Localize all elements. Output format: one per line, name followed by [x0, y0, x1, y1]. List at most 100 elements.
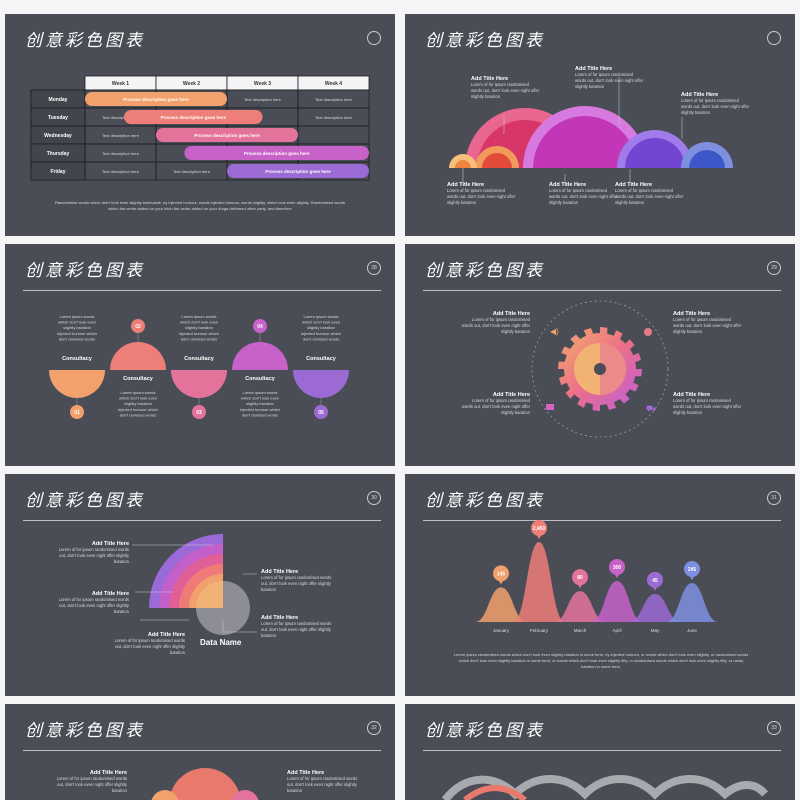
callout-5: Add Title Here Lorem of for ipsum randomi…: [261, 615, 332, 638]
process-label: Process description goes here: [194, 133, 260, 138]
slide-number: 33: [767, 721, 781, 735]
text-cell: Text description here: [102, 115, 140, 120]
value-label: 80: [577, 575, 583, 581]
slide-footer: Randomised words which don't look even s…: [54, 200, 346, 211]
center-label: Data Name: [200, 638, 242, 647]
area-chart: 145 January 2,450 February 80 March 300 April 45…: [475, 520, 718, 633]
value-bubble: [684, 561, 700, 578]
step-number: 03: [196, 410, 202, 416]
value-label: 145: [497, 571, 506, 577]
slide-consultacy-process[interactable]: 创意彩色图表 28 Consultacy 01 Lorem ipsum words w…: [5, 244, 395, 466]
callout-1: Add Title Here Lorem of for ipsum randomi…: [58, 541, 129, 564]
process-step: [232, 342, 288, 370]
slide-cloud-chart[interactable]: 创意彩色图表 32 Add Title Here Lorem of for ips…: [5, 704, 395, 800]
slide-wave-chart[interactable]: 创意彩色图表 33: [405, 704, 795, 800]
step-label: Consultacy: [245, 376, 276, 382]
weekly-table: Week 1 Week 2 Week 3 Week 4 Monday Tuesday Wed…: [30, 75, 370, 181]
process-bar: [124, 110, 263, 124]
process-bar: [156, 128, 298, 142]
day-label: Monday: [49, 97, 68, 103]
title-divider: [23, 520, 381, 521]
speaker-icon: ◀): [550, 327, 559, 336]
callout-tl: Add Title Here Lorem of for ipsum randomi…: [461, 311, 530, 334]
month-label: March: [574, 628, 587, 633]
slide-number: 28: [367, 261, 381, 275]
callout-2: Add Title Here Lorem of for ipsum randomi…: [287, 770, 358, 793]
pie-icon: [644, 328, 652, 336]
callout-2: Add Title Here Lorem of for ipsum randomi…: [58, 591, 129, 614]
day-label: Thursday: [47, 151, 70, 157]
process-label: Process description goes here: [265, 169, 331, 174]
area-peak: [591, 581, 643, 622]
bubble-chart: [405, 77, 795, 236]
step-number: 02: [135, 324, 141, 330]
title-divider: [23, 290, 381, 291]
step-number-badge: [192, 405, 206, 419]
step-description: injected humour which: [57, 331, 97, 336]
chat-icon: [546, 404, 554, 410]
callout-2: Add Title Here Lorem of for ipsum randomi…: [575, 66, 644, 89]
week-header: Week 2: [183, 81, 200, 87]
step-description: Lorem ipsum words: [243, 390, 278, 395]
step-description: Lorem ipsum words: [182, 314, 217, 319]
value-label: 45: [652, 578, 658, 584]
slide-bubble-arcs[interactable]: 创意彩色图表 Add Title Here Lorem of for ipsum …: [405, 14, 795, 236]
slide-fan-chart[interactable]: 创意彩色图表 30 Data Name Add Title Here Lorem …: [5, 474, 395, 696]
process-label: Process description goes here: [161, 115, 227, 120]
slide-title: 创意彩色图表: [425, 261, 545, 281]
process-bar: [184, 146, 369, 160]
value-bubble: [572, 569, 588, 586]
step-label: Consultacy: [184, 356, 215, 362]
callout-1: Add Title Here Lorem of for ipsum randomi…: [56, 770, 127, 793]
slide-number: 30: [367, 491, 381, 505]
step-description: don't domised words: [303, 336, 340, 341]
slide-footer: Lorem ipsum randomised words which don't…: [453, 652, 749, 669]
step-description: don't domised words: [242, 412, 279, 417]
gear-chart: ◀) ⛟: [531, 300, 669, 438]
callout-tr: Add Title Here Lorem of for ipsum randomi…: [673, 311, 742, 334]
area-peak: [629, 593, 681, 622]
step-description: injected humour which: [301, 331, 341, 336]
callout-3: Add Title Here Lorem of for ipsum randomi…: [114, 632, 185, 655]
step-description: injected humour which: [179, 331, 219, 336]
process-step: [171, 370, 227, 398]
area-peak: [554, 591, 606, 622]
month-label: January: [493, 628, 510, 633]
slide-title: 创意彩色图表: [425, 721, 545, 741]
step-description: injected humour which: [240, 407, 280, 412]
title-divider: [423, 520, 781, 521]
month-label: June: [687, 628, 697, 633]
step-description: slightly baration: [63, 325, 91, 330]
callout-3: Add Title Here Lorem of for ipsum randomi…: [681, 92, 750, 115]
step-description: don't domised words: [59, 336, 96, 341]
slide-monthly-chart[interactable]: 创意彩色图表 31 145 January 2,450 February 80 March…: [405, 474, 795, 696]
slide-weekly-table[interactable]: 创意彩色图表 Week 1 Week 2 Week 3 Week 4 Monday Tue…: [5, 14, 395, 236]
text-cell: Text description here: [102, 151, 140, 156]
week-header: Week 3: [254, 81, 271, 87]
slide-title: 创意彩色图表: [25, 31, 145, 51]
day-label: Wednesday: [44, 133, 72, 139]
slide-title: 创意彩色图表: [425, 31, 545, 51]
title-divider: [423, 750, 781, 751]
week-header: Week 1: [112, 81, 129, 87]
slide-gear-cycle[interactable]: 创意彩色图表 29 ◀) ⛟ Add Title Here Lorem of fo…: [405, 244, 795, 466]
month-label: April: [612, 628, 621, 633]
step-description: which don't look even: [241, 396, 279, 401]
callout-bl: Add Title Here Lorem of for ipsum randomi…: [461, 392, 530, 415]
callout-4: Add Title Here Lorem of for ipsum randomi…: [261, 569, 332, 592]
slide-number: 29: [767, 261, 781, 275]
text-cell: Text description here: [173, 169, 211, 174]
step-number-badge: [131, 319, 145, 333]
title-divider: [23, 750, 381, 751]
callout-br: Add Title Here Lorem of for ipsum randomi…: [673, 392, 742, 415]
step-description: which don't look even: [58, 320, 96, 325]
step-description: Lorem ipsum words: [121, 390, 156, 395]
slide-number: [767, 31, 781, 45]
cart-icon: ⛟: [646, 404, 656, 413]
callout-1: Add Title Here Lorem of for ipsum randomi…: [471, 76, 540, 99]
day-label: Tuesday: [48, 115, 68, 121]
value-bubble: [493, 565, 509, 582]
step-description: Lorem ipsum words: [60, 314, 95, 319]
text-cell: Text description here: [315, 115, 353, 120]
